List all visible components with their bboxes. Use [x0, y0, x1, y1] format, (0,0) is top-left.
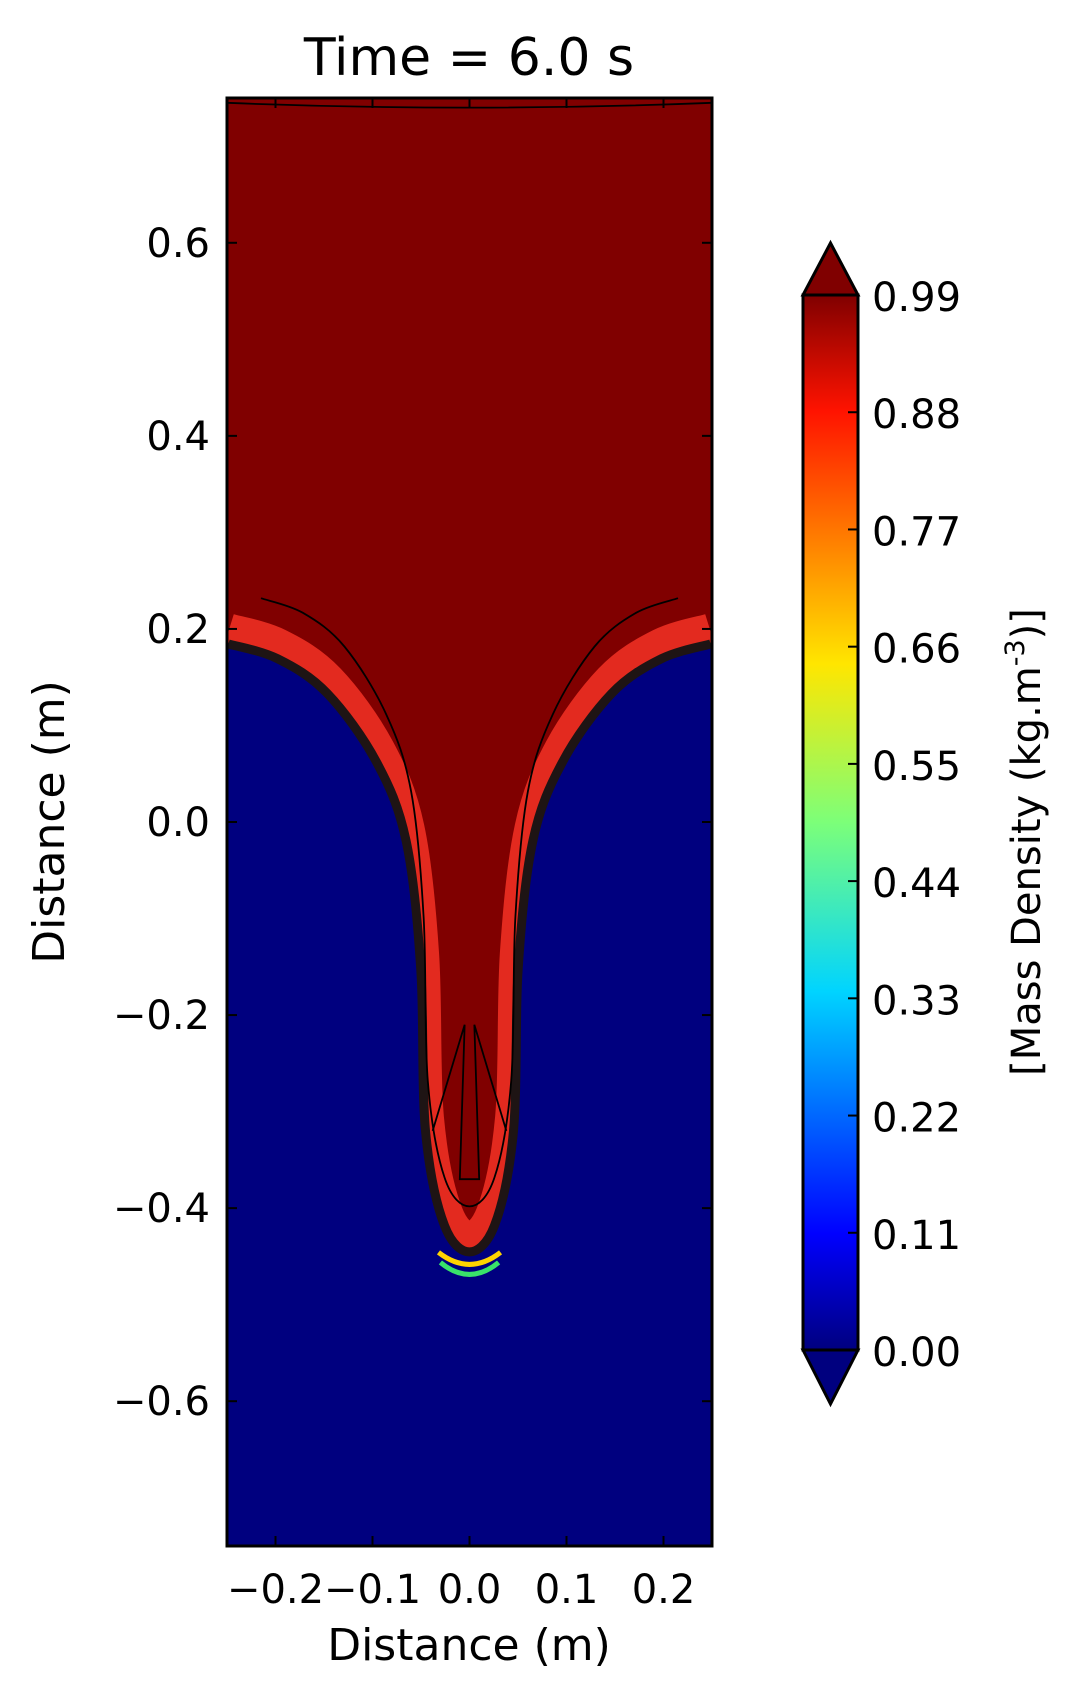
y-tick-label: 0.0 — [146, 800, 210, 846]
light-fluid-region — [227, 648, 712, 1546]
chart-title: Time = 6.0 s — [303, 28, 634, 88]
colorbar-gradient — [801, 293, 860, 1352]
colorbar: 0.99 0.88 0.77 0.66 0.55 0.44 0.33 0.22 0.11 0.00 — [800, 239, 961, 1408]
y-tick-label: −0.2 — [113, 993, 210, 1039]
plot-area — [227, 98, 712, 1546]
y-tick-label: 0.2 — [146, 607, 210, 653]
y-axis-ticks: 0.6 0.4 0.2 0.0 −0.2 −0.4 −0.6 — [113, 221, 712, 1425]
y-tick-label: −0.6 — [113, 1379, 210, 1425]
colorbar-tick-label: 0.00 — [872, 1330, 961, 1376]
x-axis-ticks: −0.2 −0.1 0.0 0.1 0.2 — [227, 98, 695, 1613]
y-axis-label: Distance (m) — [24, 680, 75, 964]
y-tick-label: 0.4 — [146, 414, 210, 460]
colorbar-tick-label: 0.66 — [872, 627, 961, 673]
y-tick-label: 0.6 — [146, 221, 210, 267]
colorbar-tick-label: 0.88 — [872, 392, 961, 438]
x-tick-label: 0.1 — [535, 1567, 599, 1613]
contour-line-outer — [260, 597, 679, 1208]
colorbar-tick-label: 0.11 — [872, 1213, 961, 1259]
interface-tip-green — [438, 1260, 501, 1277]
x-tick-label: −0.2 — [227, 1567, 324, 1613]
colorbar-extend-top — [800, 239, 861, 297]
x-axis-label: Distance (m) — [327, 1620, 611, 1671]
colorbar-label-end: )] — [1004, 608, 1050, 639]
colorbar-tick-label: 0.55 — [872, 744, 961, 790]
y-tick-label: −0.4 — [113, 1186, 210, 1232]
colorbar-label: [Mass Density (kg.m-3)] — [1000, 608, 1050, 1076]
x-tick-label: 0.2 — [632, 1567, 696, 1613]
colorbar-extend-bottom — [800, 1348, 861, 1408]
colorbar-tick-label: 0.33 — [872, 978, 961, 1024]
colorbar-tick-label: 0.44 — [872, 861, 961, 907]
interface-tip-yellow — [436, 1250, 503, 1267]
contour-line-inner — [431, 1024, 508, 1181]
colorbar-tick-label: 0.77 — [872, 509, 961, 555]
x-tick-label: −0.1 — [324, 1567, 421, 1613]
colorbar-label-superscript: -3 — [1000, 639, 1031, 666]
colorbar-tick-label: 0.22 — [872, 1096, 961, 1142]
colorbar-label-main: [Mass Density (kg.m — [1004, 666, 1050, 1076]
colorbar-tick-label: 0.99 — [872, 275, 961, 321]
colorbar-ticks: 0.99 0.88 0.77 0.66 0.55 0.44 0.33 0.22 0.11 0.00 — [848, 275, 961, 1376]
x-tick-label: 0.0 — [438, 1567, 502, 1613]
